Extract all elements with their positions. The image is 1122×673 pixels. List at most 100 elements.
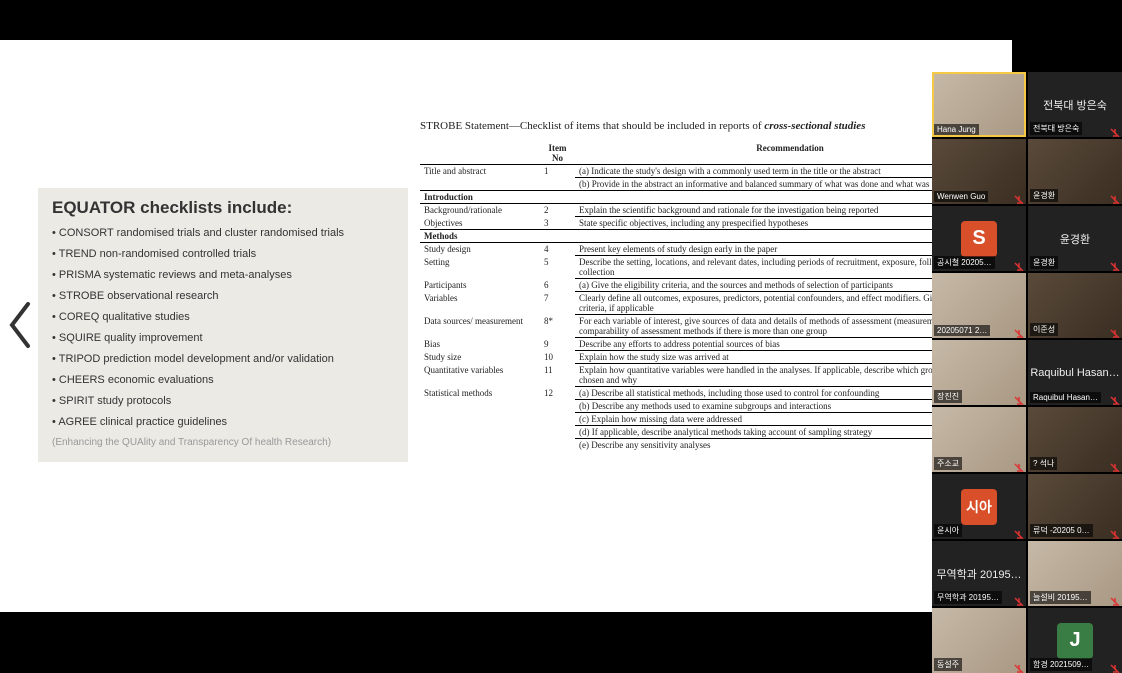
list-item: TRIPOD prediction model development and/… bbox=[52, 353, 394, 365]
mute-icon bbox=[1110, 393, 1120, 403]
table-row: (e) Describe any sensitivity analyses bbox=[420, 439, 1005, 452]
strobe-title-em: cross-sectional studies bbox=[764, 120, 865, 132]
participant-name: 윤경환 bbox=[1030, 189, 1058, 202]
table-row: (d) If applicable, describe analytical m… bbox=[420, 426, 1005, 439]
table-row: (b) Describe any methods used to examine… bbox=[420, 400, 1005, 413]
participant-tile[interactable]: 무역학과 20195… 무역학과 20195… bbox=[932, 541, 1026, 606]
equator-footer: (Enhancing the QUAlity and Transparency … bbox=[52, 437, 394, 448]
mute-icon bbox=[1110, 192, 1120, 202]
equator-list: CONSORT randomised trials and cluster ra… bbox=[52, 227, 394, 428]
table-row: Variables7Clearly define all outcomes, e… bbox=[420, 292, 1005, 315]
participant-name: Hana Jung bbox=[934, 124, 979, 135]
participant-tile[interactable]: Wenwen Guo bbox=[932, 139, 1026, 204]
table-row: Data sources/ measurement8*For each vari… bbox=[420, 315, 1005, 338]
mute-icon bbox=[1014, 192, 1024, 202]
participant-name: Wenwen Guo bbox=[934, 191, 988, 202]
strobe-title-pre: STROBE Statement—Checklist of items that… bbox=[420, 120, 764, 132]
mute-icon bbox=[1110, 326, 1120, 336]
list-item: CHEERS economic evaluations bbox=[52, 374, 394, 386]
th-item: ItemNo bbox=[540, 142, 575, 165]
participant-tile[interactable]: J함경 2021509… bbox=[1028, 608, 1122, 673]
participant-name: Raquibul Hasan… bbox=[1030, 392, 1101, 403]
table-row: Quantitative variables11Explain how quan… bbox=[420, 364, 1005, 387]
participant-name: 늘설비 20195… bbox=[1030, 591, 1091, 604]
participant-tile[interactable]: 늘설비 20195… bbox=[1028, 541, 1122, 606]
participant-tile[interactable]: 20205071 2… bbox=[932, 273, 1026, 338]
avatar-letter: S bbox=[961, 221, 997, 257]
mute-icon bbox=[1014, 326, 1024, 336]
participant-tile[interactable]: Raquibul Hasan… Raquibul Hasan… bbox=[1028, 340, 1122, 405]
equator-title: EQUATOR checklists include: bbox=[52, 198, 394, 218]
participant-tile[interactable]: Hana Jung bbox=[932, 72, 1026, 137]
table-row: Study design4Present key elements of stu… bbox=[420, 243, 1005, 256]
participant-name: 무역학과 20195… bbox=[934, 591, 1002, 604]
participant-name: 공시철 20205… bbox=[934, 256, 995, 269]
participant-name: 이준성 bbox=[1030, 323, 1058, 336]
participant-tile[interactable]: ? 석나 bbox=[1028, 407, 1122, 472]
participant-tile[interactable]: 전북대 방은숙전북대 방은숙 bbox=[1028, 72, 1122, 137]
participant-name: 윤시아 bbox=[934, 524, 962, 537]
participant-name: 윤경환 bbox=[1030, 256, 1058, 269]
participant-tile[interactable]: 윤경환윤경환 bbox=[1028, 206, 1122, 271]
participant-tile[interactable]: 이준성 bbox=[1028, 273, 1122, 338]
equator-panel: EQUATOR checklists include: CONSORT rand… bbox=[38, 188, 408, 462]
mute-icon bbox=[1110, 259, 1120, 269]
mute-icon bbox=[1014, 460, 1024, 470]
table-row: Study size10Explain how the study size w… bbox=[420, 351, 1005, 364]
table-row: Setting5Describe the setting, locations,… bbox=[420, 256, 1005, 279]
table-row: Participants6(a) Give the eligibility cr… bbox=[420, 279, 1005, 292]
list-item: PRISMA systematic reviews and meta-analy… bbox=[52, 269, 394, 281]
mute-icon bbox=[1014, 661, 1024, 671]
list-item: STROBE observational research bbox=[52, 290, 394, 302]
mute-icon bbox=[1014, 527, 1024, 537]
prev-slide-arrow[interactable] bbox=[6, 300, 34, 350]
participant-tile[interactable]: 장진진 bbox=[932, 340, 1026, 405]
participant-tile[interactable]: 시아윤시아 bbox=[932, 474, 1026, 539]
participant-placeholder-name: 전북대 방은숙 bbox=[1043, 97, 1107, 113]
list-item: AGREE clinical practice guidelines bbox=[52, 416, 394, 428]
mute-icon bbox=[1110, 594, 1120, 604]
shared-slide: EQUATOR checklists include: CONSORT rand… bbox=[0, 40, 1012, 612]
mute-icon bbox=[1014, 594, 1024, 604]
list-item: CONSORT randomised trials and cluster ra… bbox=[52, 227, 394, 239]
participant-tile[interactable]: S공시철 20205… bbox=[932, 206, 1026, 271]
participant-tile[interactable]: 류덕 -20205 0… bbox=[1028, 474, 1122, 539]
table-row: Background/rationale2Explain the scienti… bbox=[420, 204, 1005, 217]
mute-icon bbox=[1110, 661, 1120, 671]
list-item: COREQ qualitative studies bbox=[52, 311, 394, 323]
participant-name: 장진진 bbox=[934, 390, 962, 403]
table-row: Objectives3State specific objectives, in… bbox=[420, 217, 1005, 230]
list-item: SQUIRE quality improvement bbox=[52, 332, 394, 344]
strobe-title: STROBE Statement—Checklist of items that… bbox=[420, 120, 1005, 132]
participant-name: ? 석나 bbox=[1030, 457, 1057, 470]
participant-name: 주소교 bbox=[934, 457, 962, 470]
participant-name: 20205071 2… bbox=[934, 325, 990, 336]
participants-grid: Hana Jung전북대 방은숙전북대 방은숙Wenwen Guo윤경환S공시철… bbox=[932, 72, 1122, 632]
mute-icon bbox=[1014, 393, 1024, 403]
participant-name: 동설주 bbox=[934, 658, 962, 671]
mute-icon bbox=[1110, 527, 1120, 537]
th-blank bbox=[420, 142, 540, 165]
participant-name: 류덕 -20205 0… bbox=[1030, 524, 1093, 537]
strobe-panel: STROBE Statement—Checklist of items that… bbox=[420, 120, 1005, 451]
participant-tile[interactable]: 주소교 bbox=[932, 407, 1026, 472]
participant-tile[interactable]: 윤경환 bbox=[1028, 139, 1122, 204]
participant-placeholder-name: 윤경환 bbox=[1060, 231, 1090, 247]
list-item: SPIRIT study protocols bbox=[52, 395, 394, 407]
participant-placeholder-name: Raquibul Hasan… bbox=[1030, 367, 1119, 379]
participant-placeholder-name: 무역학과 20195… bbox=[936, 566, 1021, 582]
participant-tile[interactable]: 동설주 bbox=[932, 608, 1026, 673]
list-item: TREND non-randomised controlled trials bbox=[52, 248, 394, 260]
table-row: Bias9Describe any efforts to address pot… bbox=[420, 338, 1005, 351]
strobe-table: ItemNo Recommendation Title and abstract… bbox=[420, 142, 1005, 451]
avatar-letter: 시아 bbox=[961, 489, 997, 525]
table-row: (b) Provide in the abstract an informati… bbox=[420, 178, 1005, 191]
mute-icon bbox=[1110, 125, 1120, 135]
mute-icon bbox=[1014, 259, 1024, 269]
mute-icon bbox=[1110, 460, 1120, 470]
table-row: Title and abstract1(a) Indicate the stud… bbox=[420, 165, 1005, 178]
participant-name: 전북대 방은숙 bbox=[1030, 122, 1082, 135]
avatar-letter: J bbox=[1057, 623, 1093, 659]
section-row: Introduction bbox=[420, 191, 1005, 204]
participant-name: 함경 2021509… bbox=[1030, 658, 1092, 671]
